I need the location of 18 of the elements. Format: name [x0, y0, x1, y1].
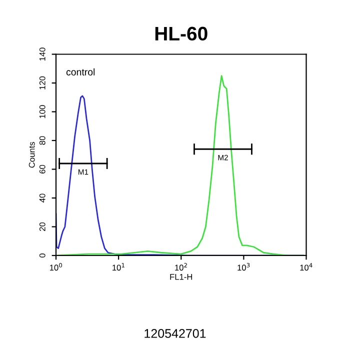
y-tick-label: 40: [39, 194, 46, 202]
y-tick-label: 80: [39, 136, 46, 145]
x-tick-label: 10$^{3}$: [238, 262, 250, 271]
y-tick-label: 100: [39, 105, 46, 118]
x-tick-label: 10$^{0}$: [50, 262, 62, 271]
y-tick-label: 20: [39, 222, 46, 231]
x-tick-label: 10$^{2}$: [175, 262, 187, 271]
x-tick-label: 10$^{4}$: [300, 263, 312, 271]
chart-title: HL-60: [155, 26, 208, 41]
y-axis-title: Counts: [28, 142, 35, 168]
y-tick-label: 60: [39, 164, 46, 174]
x-tick-label: 10$^{1}$: [112, 263, 124, 271]
y-tick-label: 140: [39, 48, 46, 61]
y-tick-label: 0: [39, 254, 46, 258]
x-axis-title: FL1-H: [170, 274, 192, 280]
text: 120542701: [144, 329, 206, 338]
y-tick-label: 120: [39, 76, 46, 90]
annotation: control: [66, 68, 95, 76]
